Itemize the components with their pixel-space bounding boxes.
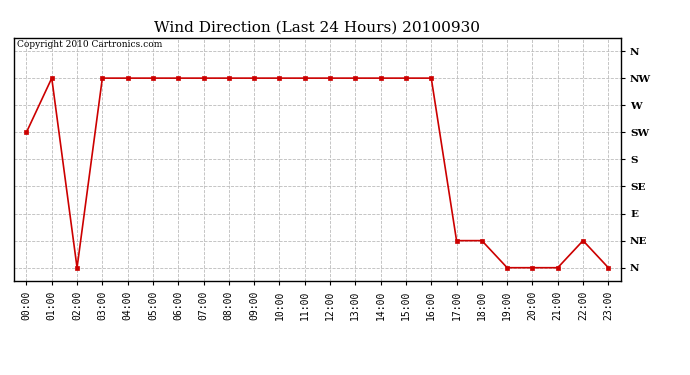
Text: Copyright 2010 Cartronics.com: Copyright 2010 Cartronics.com — [17, 40, 162, 49]
Title: Wind Direction (Last 24 Hours) 20100930: Wind Direction (Last 24 Hours) 20100930 — [155, 21, 480, 35]
